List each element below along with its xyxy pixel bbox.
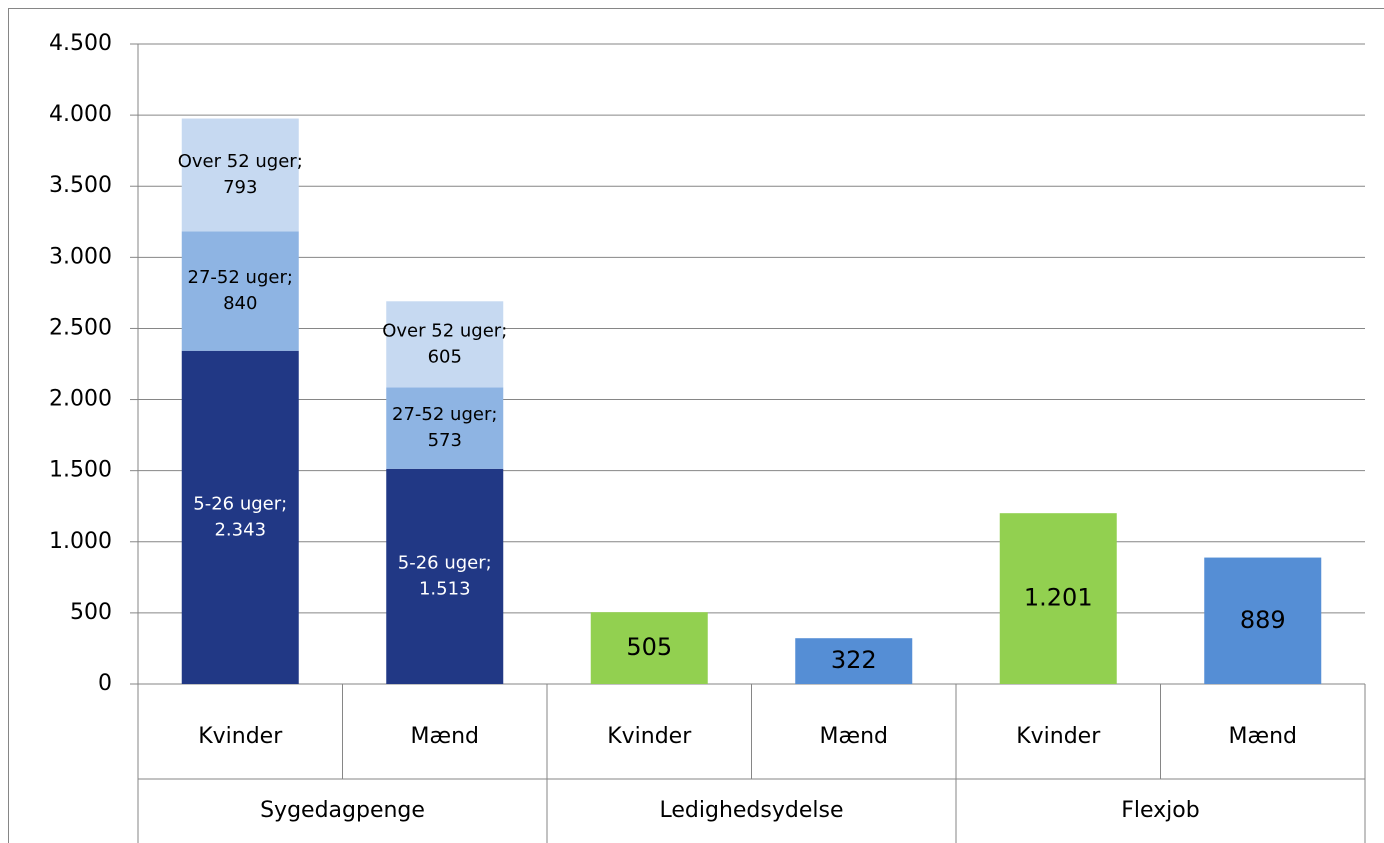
data-label: 1.201 (1024, 584, 1093, 612)
bar (386, 387, 504, 469)
bar (1204, 557, 1322, 684)
data-label: Over 52 uger; 793 (178, 151, 303, 198)
data-label-value: 573 (428, 430, 462, 451)
series-name: Over 52 uger (178, 151, 298, 172)
y-tick-label: 3.500 (49, 173, 112, 198)
data-label-name: Over 52 uger; (178, 151, 303, 172)
bar (181, 118, 299, 232)
data-label: 27-52 uger; 573 (392, 404, 497, 451)
x-tick-label: Mænd (411, 724, 480, 749)
bar (181, 350, 299, 684)
y-tick-label: 0 (98, 671, 112, 696)
bar (386, 301, 504, 388)
y-tick-label: 1.000 (49, 529, 112, 554)
data-label: 322 (831, 646, 877, 674)
y-tick-label: 2.000 (49, 387, 112, 412)
bar (795, 638, 913, 684)
series-name: 5-26 uger (193, 493, 281, 514)
label-separator: ; (501, 320, 507, 341)
x-tick-label: Kvinder (607, 724, 692, 749)
data-label-name: 27-52 uger; (392, 404, 497, 425)
data-label: 889 (1240, 606, 1286, 634)
series-name: 27-52 uger (392, 404, 492, 425)
data-label-value: 793 (223, 177, 257, 198)
y-tick-label: 4.500 (49, 31, 112, 56)
series-name: Over 52 uger (382, 320, 502, 341)
y-tick-label: 3.000 (49, 244, 112, 269)
x-tick-label: Mænd (820, 724, 889, 749)
data-label-value: 1.513 (419, 578, 471, 599)
label-separator: ; (287, 267, 293, 288)
label-separator: ; (486, 552, 492, 573)
x-tick-label: Mænd (1229, 724, 1298, 749)
y-tick-label: 1.500 (49, 458, 112, 483)
data-label: 505 (626, 633, 672, 661)
label-separator: ; (491, 404, 497, 425)
data-label: 5-26 uger; 2.343 (193, 493, 287, 540)
group-label: Flexjob (1121, 798, 1199, 823)
data-label-value: 605 (428, 346, 462, 367)
data-label-name: 5-26 uger; (398, 552, 492, 573)
bar (386, 468, 504, 684)
bar (590, 612, 708, 684)
data-label: 5-26 uger; 1.513 (398, 552, 492, 599)
data-label-name: 27-52 uger; (188, 267, 293, 288)
data-label: 27-52 uger; 840 (188, 267, 293, 314)
series-name: 5-26 uger (398, 552, 486, 573)
y-tick-label: 500 (70, 600, 112, 625)
group-label: Ledighedsydelse (660, 798, 844, 823)
data-label-name: Over 52 uger; (382, 320, 507, 341)
bar (999, 513, 1117, 684)
group-label: Sygedagpenge (260, 798, 425, 823)
data-label-name: 5-26 uger; (193, 493, 287, 514)
y-tick-label: 2.500 (49, 315, 112, 340)
x-tick-label: Kvinder (198, 724, 283, 749)
label-separator: ; (281, 493, 287, 514)
bar (181, 231, 299, 351)
data-label-value: 2.343 (214, 519, 266, 540)
label-separator: ; (297, 151, 303, 172)
data-label: Over 52 uger; 605 (382, 320, 507, 367)
x-tick-label: Kvinder (1016, 724, 1101, 749)
y-tick-label: 4.000 (49, 102, 112, 127)
data-label-value: 840 (223, 293, 257, 314)
series-name: 27-52 uger (188, 267, 288, 288)
